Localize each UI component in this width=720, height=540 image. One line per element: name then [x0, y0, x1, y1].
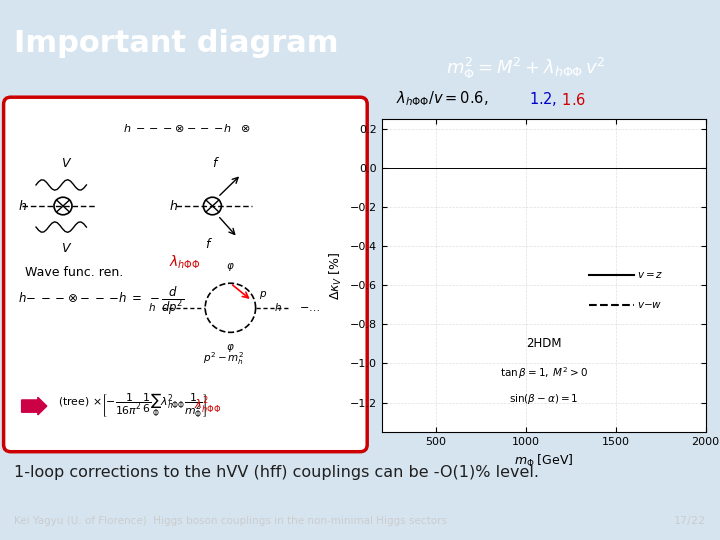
Text: Kei Yagyu (U. of Florence)  Higgs boson couplings in the non-minimal Higgs secto: Kei Yagyu (U. of Florence) Higgs boson c… [14, 516, 447, 526]
Text: $h$: $h$ [18, 199, 27, 213]
Text: $- \ldots$: $- \ldots$ [299, 303, 320, 313]
Text: $f$: $f$ [212, 157, 220, 171]
Text: $\varphi$: $\varphi$ [226, 342, 235, 354]
Text: $m_\Phi^2 = M^2 + \lambda_{h\Phi\Phi}\,v^2$: $m_\Phi^2 = M^2 + \lambda_{h\Phi\Phi}\,v… [446, 56, 606, 80]
Text: $h$: $h$ [148, 301, 156, 313]
X-axis label: $m_\Phi\;[\mathrm{GeV}]$: $m_\Phi\;[\mathrm{GeV}]$ [514, 453, 573, 469]
Text: 1-loop corrections to the hVV (hff) couplings can be -O(1)% level.: 1-loop corrections to the hVV (hff) coup… [14, 465, 539, 480]
Text: $\lambda_{h\Phi\Phi}/v = 0.6,\;$: $\lambda_{h\Phi\Phi}/v = 0.6,\;$ [396, 89, 488, 108]
Text: 17/22: 17/22 [673, 516, 706, 526]
Text: $\;1.6$: $\;1.6$ [558, 92, 586, 108]
Text: (tree) $\times\left[-\dfrac{1}{16\pi^2}\dfrac{1}{6}\sum_\Phi \lambda_{h\Phi\Phi}: (tree) $\times\left[-\dfrac{1}{16\pi^2}\… [58, 392, 207, 420]
Text: $\lambda_{h\Phi\Phi}^2$: $\lambda_{h\Phi\Phi}^2$ [194, 396, 222, 416]
Text: $h$: $h$ [274, 301, 282, 313]
Y-axis label: $\Delta\kappa_V\;[\%]$: $\Delta\kappa_V\;[\%]$ [328, 251, 344, 300]
Text: $V$: $V$ [61, 241, 73, 255]
Text: Wave func. ren.: Wave func. ren. [25, 266, 123, 279]
Text: $v{=}z$: $v{=}z$ [637, 271, 664, 280]
Text: $h\!---\!\otimes\!---\!h \;=\; -\dfrac{d}{dp^2}$: $h\!---\!\otimes\!---\!h \;=\; -\dfrac{d… [18, 285, 184, 317]
Text: $v{-}w$: $v{-}w$ [637, 300, 662, 310]
Text: Important diagram: Important diagram [14, 29, 339, 58]
Text: $h \;---\!\otimes\!---\! h$   $\otimes$: $h \;---\!\otimes\!---\! h$ $\otimes$ [123, 122, 251, 134]
Text: $p$: $p$ [259, 289, 267, 301]
Text: $1.2,$: $1.2,$ [529, 90, 557, 108]
Text: $h$: $h$ [169, 199, 179, 213]
Text: $p^2 - m_h^2$: $p^2 - m_h^2$ [202, 350, 244, 367]
Text: $f$: $f$ [205, 237, 213, 251]
Text: $\tan\beta = 1,\; M^2 > 0$: $\tan\beta = 1,\; M^2 > 0$ [500, 366, 588, 381]
Text: $\lambda_{h\Phi\Phi}$: $\lambda_{h\Phi\Phi}$ [169, 253, 201, 271]
FancyArrow shape [22, 397, 47, 415]
Text: $\sin(\beta - \alpha) = 1$: $\sin(\beta - \alpha) = 1$ [509, 392, 578, 406]
Text: $V$: $V$ [61, 157, 73, 171]
FancyBboxPatch shape [4, 97, 367, 451]
Text: $\varphi$: $\varphi$ [226, 261, 235, 273]
Text: 2HDM: 2HDM [526, 338, 562, 350]
